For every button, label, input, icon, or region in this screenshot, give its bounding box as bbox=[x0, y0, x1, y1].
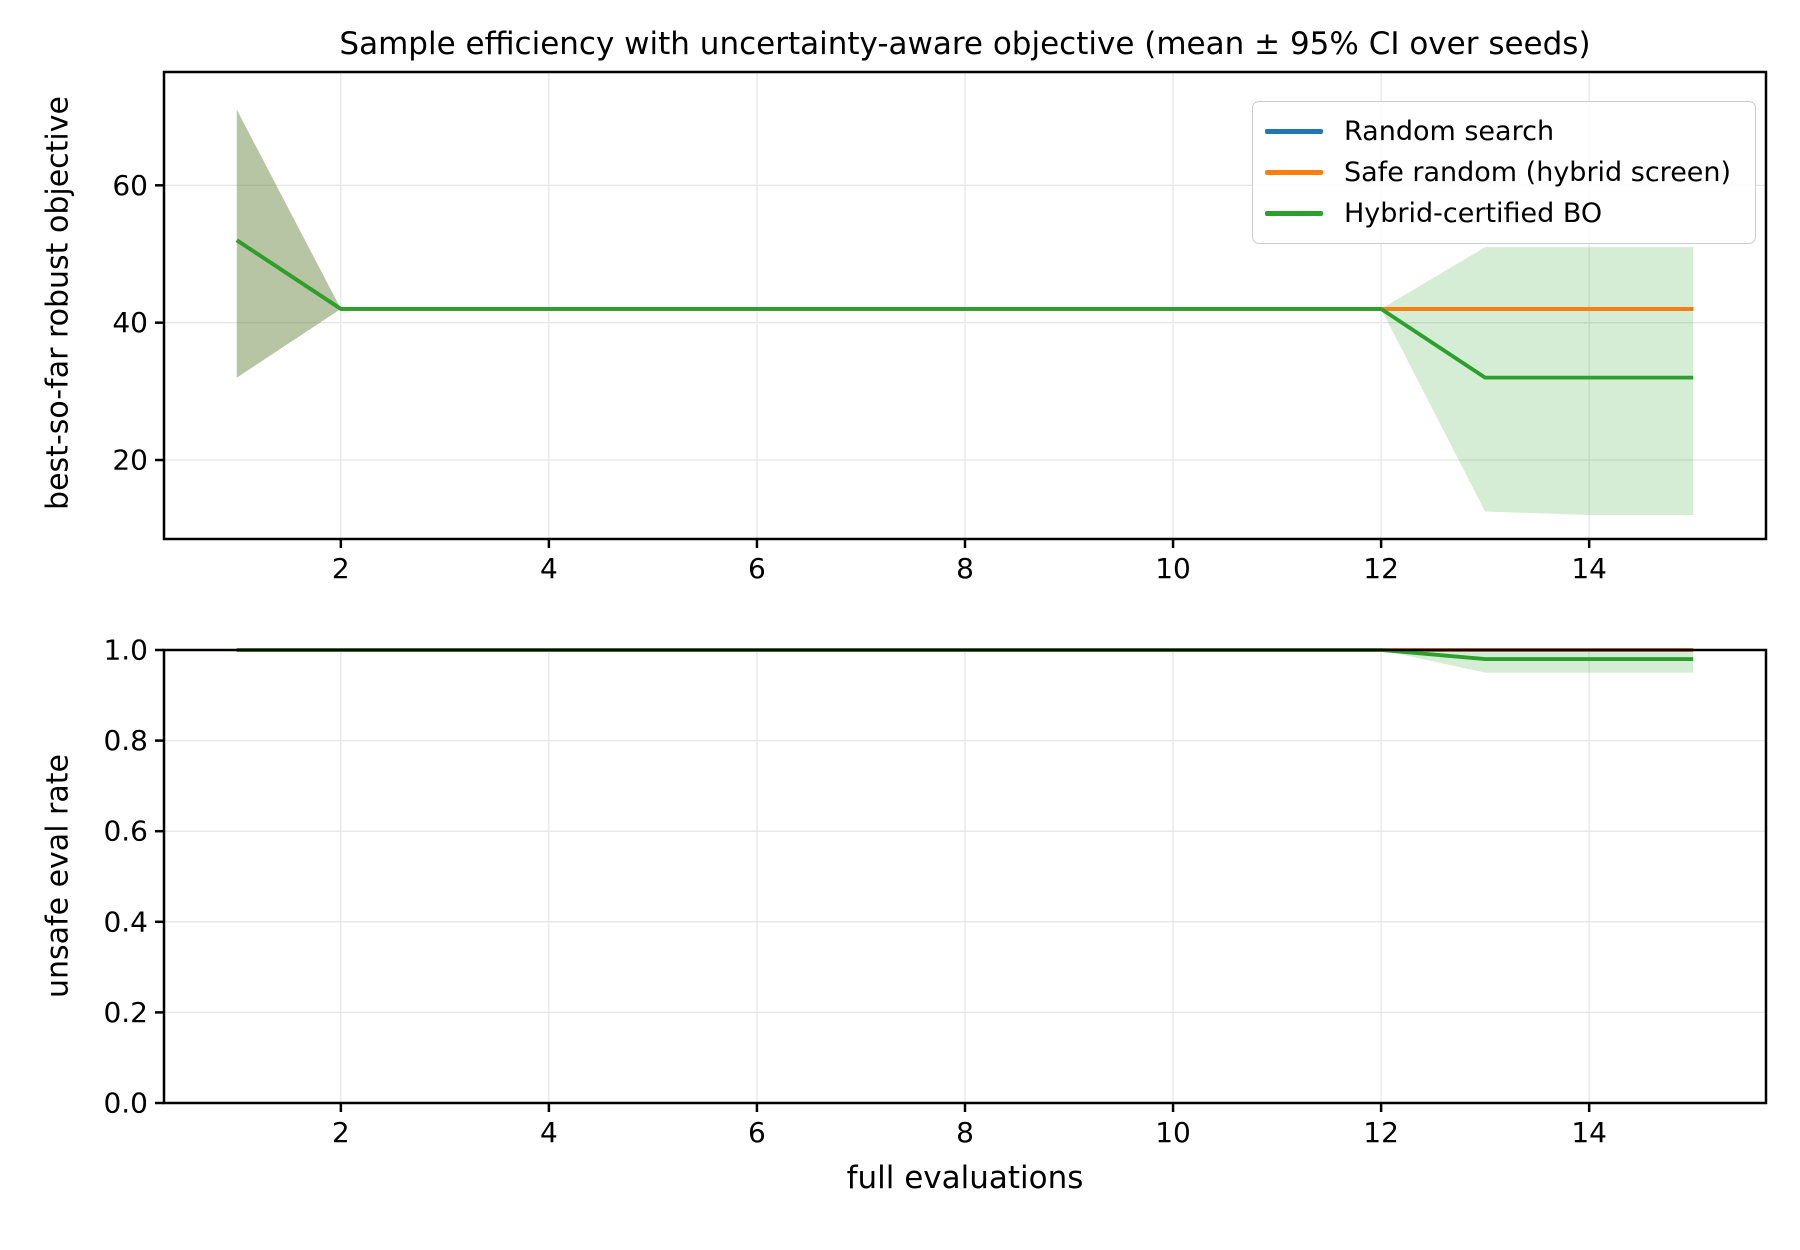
legend: Random search Safe random (hybrid screen… bbox=[1252, 101, 1756, 244]
x-tick-label: 6 bbox=[748, 1116, 766, 1149]
x-tick-label: 2 bbox=[332, 552, 350, 585]
legend-label: Safe random (hybrid screen) bbox=[1344, 157, 1732, 188]
x-tick-label: 10 bbox=[1155, 552, 1191, 585]
y-tick-label: 0.6 bbox=[103, 815, 148, 848]
y-tick-label: 40 bbox=[112, 306, 148, 339]
x-tick-label: 14 bbox=[1571, 552, 1607, 585]
bottom-chart-axes: 2 4 6 8 10 12 14 0.0 0.2 0.4 0.6 0.8 1.0 bbox=[103, 634, 1768, 1149]
ci-band-hybrid-certified-bo bbox=[236, 650, 1694, 673]
ci-band-hybrid-certified-bo bbox=[236, 109, 1694, 515]
x-tick-label: 2 bbox=[332, 1116, 350, 1149]
legend-item-random-search: Random search bbox=[1265, 111, 1755, 152]
figure-title: Sample efficiency with uncertainty-aware… bbox=[339, 26, 1591, 62]
x-tick-label: 8 bbox=[956, 552, 974, 585]
legend-item-hybrid-bo: Hybrid-certified BO bbox=[1265, 193, 1755, 234]
x-tick-label: 6 bbox=[748, 552, 766, 585]
top-chart-ylabel: best-so-far robust objective bbox=[40, 96, 76, 510]
x-tick-label: 10 bbox=[1155, 1116, 1191, 1149]
y-tick-label: 0.4 bbox=[103, 905, 148, 938]
series-line-hybrid-certified-bo bbox=[235, 238, 1694, 380]
x-tick-label: 4 bbox=[540, 552, 558, 585]
legend-swatch-green-line bbox=[1265, 211, 1323, 216]
x-tick-label: 12 bbox=[1363, 1116, 1399, 1149]
y-tick-label: 20 bbox=[112, 444, 148, 477]
y-tick-label: 0.2 bbox=[103, 996, 148, 1029]
x-tick-label: 14 bbox=[1571, 1116, 1607, 1149]
bottom-chart-ylabel: unsafe eval rate bbox=[40, 754, 76, 998]
xlabel: full evaluations bbox=[846, 1160, 1084, 1196]
legend-label: Hybrid-certified BO bbox=[1344, 198, 1603, 229]
x-tick-label: 4 bbox=[540, 1116, 558, 1149]
legend-item-safe-random: Safe random (hybrid screen) bbox=[1265, 152, 1755, 193]
legend-swatch-blue-line bbox=[1265, 129, 1323, 134]
y-tick-label: 0.0 bbox=[103, 1087, 148, 1120]
legend-swatch-orange-line bbox=[1265, 170, 1323, 175]
grid bbox=[164, 649, 1766, 1104]
y-tick-label: 0.8 bbox=[103, 724, 148, 757]
y-tick-label: 60 bbox=[112, 169, 148, 202]
legend-label: Random search bbox=[1344, 116, 1555, 147]
x-tick-label: 8 bbox=[956, 1116, 974, 1149]
x-tick-label: 12 bbox=[1363, 552, 1399, 585]
y-tick-label: 1.0 bbox=[103, 634, 148, 667]
